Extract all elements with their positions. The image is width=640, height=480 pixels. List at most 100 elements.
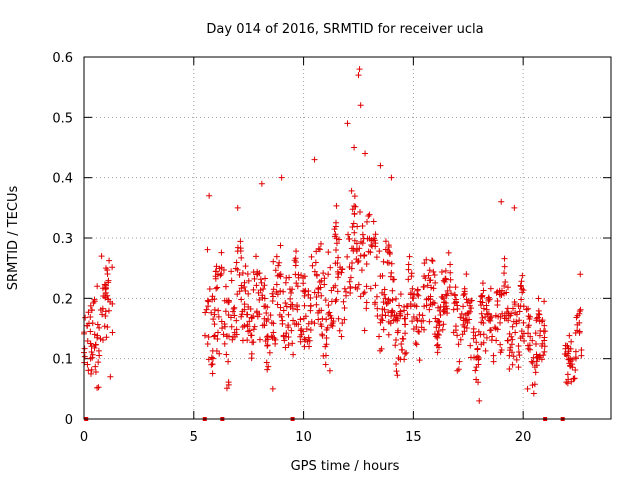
data-point xyxy=(434,349,441,356)
data-point xyxy=(245,277,252,284)
data-point xyxy=(94,384,101,391)
data-point xyxy=(478,310,485,317)
data-point xyxy=(474,345,481,352)
data-point xyxy=(315,245,322,252)
data-point xyxy=(388,260,395,267)
data-point xyxy=(431,272,438,279)
data-point xyxy=(294,283,301,290)
data-point xyxy=(211,321,218,328)
data-point xyxy=(217,272,224,279)
y-tick-label: 0.2 xyxy=(52,292,73,307)
data-point xyxy=(228,268,235,275)
data-point xyxy=(492,325,499,332)
tick-label-layer: 0 0.1 0.2 0.3 0.4 0.5 0.6 0 5 10 15 20 xyxy=(52,51,531,445)
data-point xyxy=(354,285,361,292)
data-point xyxy=(307,303,314,310)
data-point xyxy=(415,328,422,335)
data-point xyxy=(463,316,470,323)
data-point xyxy=(244,323,251,330)
data-point xyxy=(388,269,395,276)
data-point xyxy=(218,318,225,325)
data-point xyxy=(380,258,387,265)
data-point xyxy=(403,349,410,356)
data-point xyxy=(404,302,411,309)
data-point xyxy=(211,306,218,313)
data-point xyxy=(525,305,532,312)
data-point xyxy=(363,260,370,267)
data-point xyxy=(328,315,335,322)
data-point xyxy=(241,279,248,286)
data-point xyxy=(283,330,290,337)
data-point xyxy=(280,333,287,340)
data-point xyxy=(260,285,267,292)
data-point xyxy=(256,296,263,303)
data-point xyxy=(88,343,95,350)
data-point xyxy=(297,338,304,345)
data-point xyxy=(485,317,492,324)
data-point xyxy=(374,305,381,312)
data-point xyxy=(332,260,339,267)
data-point xyxy=(213,268,220,275)
data-point xyxy=(393,337,400,344)
data-point xyxy=(525,313,532,320)
data-point xyxy=(339,320,346,327)
data-point xyxy=(506,352,513,359)
data-point xyxy=(434,342,441,349)
data-point xyxy=(450,329,457,336)
data-point xyxy=(359,223,366,230)
data-point xyxy=(274,301,281,308)
data-point xyxy=(441,306,448,313)
data-point xyxy=(366,211,373,218)
data-point xyxy=(418,324,425,331)
data-point xyxy=(498,198,505,205)
data-point xyxy=(457,314,464,321)
data-point xyxy=(463,271,470,278)
data-point xyxy=(323,341,330,348)
data-point xyxy=(101,323,108,330)
data-point xyxy=(431,300,438,307)
data-point xyxy=(325,249,332,256)
data-point xyxy=(370,237,377,244)
data-point xyxy=(335,315,342,322)
data-point xyxy=(219,325,226,332)
data-point xyxy=(402,330,409,337)
data-point xyxy=(392,295,399,302)
data-point xyxy=(385,242,392,249)
data-point xyxy=(393,360,400,367)
data-point xyxy=(346,236,353,243)
data-point xyxy=(541,337,548,344)
data-point xyxy=(102,289,109,296)
data-point xyxy=(210,316,217,323)
data-point xyxy=(457,336,464,343)
data-point xyxy=(405,276,412,283)
data-point xyxy=(523,306,530,313)
data-point xyxy=(443,292,450,299)
data-point xyxy=(215,313,222,320)
data-point xyxy=(470,335,477,342)
data-point xyxy=(490,352,497,359)
data-point xyxy=(351,144,358,151)
data-point xyxy=(95,384,102,391)
data-point xyxy=(215,307,222,314)
data-point xyxy=(381,291,388,298)
data-point xyxy=(363,218,370,225)
data-point xyxy=(572,348,579,355)
data-point xyxy=(355,281,362,288)
data-point xyxy=(425,272,432,279)
data-point xyxy=(358,267,365,274)
data-point xyxy=(325,302,332,309)
data-point xyxy=(566,332,573,339)
data-point xyxy=(209,296,216,303)
data-point xyxy=(253,282,260,289)
data-point xyxy=(372,231,379,238)
data-point xyxy=(87,314,94,321)
data-point xyxy=(571,375,578,382)
data-point xyxy=(257,287,264,294)
data-point xyxy=(518,278,525,285)
data-point xyxy=(379,317,386,324)
data-point xyxy=(244,270,251,277)
data-point xyxy=(280,307,287,314)
data-point xyxy=(357,102,364,109)
data-point xyxy=(264,366,271,373)
data-point xyxy=(283,303,290,310)
